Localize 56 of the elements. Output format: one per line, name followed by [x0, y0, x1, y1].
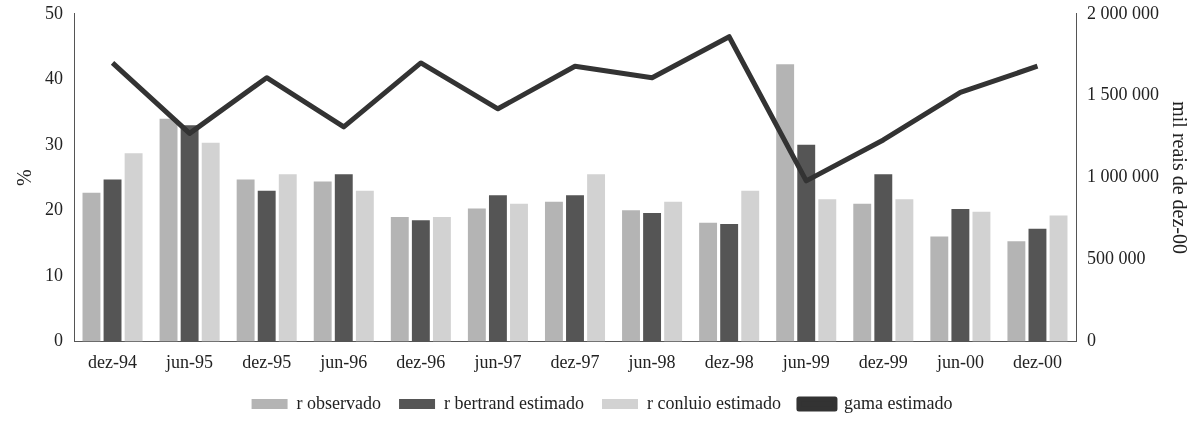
bar	[355, 190, 374, 342]
bar	[664, 201, 683, 342]
legend-label: r bertrand estimado	[444, 392, 584, 413]
bar	[930, 236, 949, 342]
bar	[699, 222, 718, 342]
bar	[776, 64, 795, 342]
bar	[236, 179, 255, 342]
bar	[1049, 215, 1068, 342]
y2-tick-label: 0	[1087, 330, 1096, 351]
bar	[124, 153, 143, 342]
bar	[201, 142, 220, 342]
bar	[159, 118, 178, 342]
y2-tick-label: 1 000 000	[1087, 166, 1159, 187]
y-tick-label: 40	[45, 68, 63, 89]
legend-label: r conluio estimado	[646, 392, 781, 413]
y2-axis-title: mil reais de dez-00	[1168, 101, 1191, 254]
x-tick-label: jun-95	[165, 351, 214, 372]
bar	[972, 211, 991, 342]
bar	[818, 199, 837, 342]
y2-tick-label: 2 000 000	[1087, 2, 1159, 23]
bar	[587, 174, 606, 342]
legend-label: gama estimado	[843, 392, 953, 413]
bar	[895, 199, 914, 342]
bar	[432, 216, 451, 342]
x-tick-label: dez-98	[704, 351, 754, 372]
x-tick-label: jun-98	[627, 351, 676, 372]
bar	[390, 216, 409, 342]
bar	[467, 208, 486, 342]
bar	[544, 201, 563, 342]
x-tick-label: dez-94	[88, 351, 138, 372]
y2-tick-label: 500 000	[1087, 248, 1146, 269]
x-tick-label: dez-97	[550, 351, 600, 372]
bar	[82, 192, 101, 342]
legend-label: r observado	[296, 392, 382, 413]
x-tick-label: dez-99	[858, 351, 908, 372]
y2-tick-label: 1 500 000	[1087, 84, 1159, 105]
x-tick-label: dez-00	[1012, 351, 1062, 372]
bar	[853, 203, 872, 342]
bar	[741, 190, 760, 342]
y-axis-title: %	[13, 169, 36, 186]
bar	[510, 203, 528, 342]
bar	[313, 181, 332, 342]
y-tick-label: 10	[45, 264, 63, 285]
x-tick-label: jun-96	[319, 351, 368, 372]
y-tick-label: 50	[45, 2, 63, 23]
x-tick-label: jun-97	[473, 351, 522, 372]
x-tick-label: jun-99	[781, 351, 830, 372]
x-tick-label: dez-95	[242, 351, 292, 372]
bar	[622, 210, 640, 342]
bar	[278, 174, 297, 342]
bar	[1007, 241, 1026, 342]
x-tick-label: jun-00	[935, 351, 984, 372]
y-tick-label: 0	[54, 330, 63, 351]
y-tick-label: 20	[45, 199, 63, 220]
y-tick-label: 30	[45, 133, 63, 154]
x-tick-label: dez-96	[396, 351, 446, 372]
